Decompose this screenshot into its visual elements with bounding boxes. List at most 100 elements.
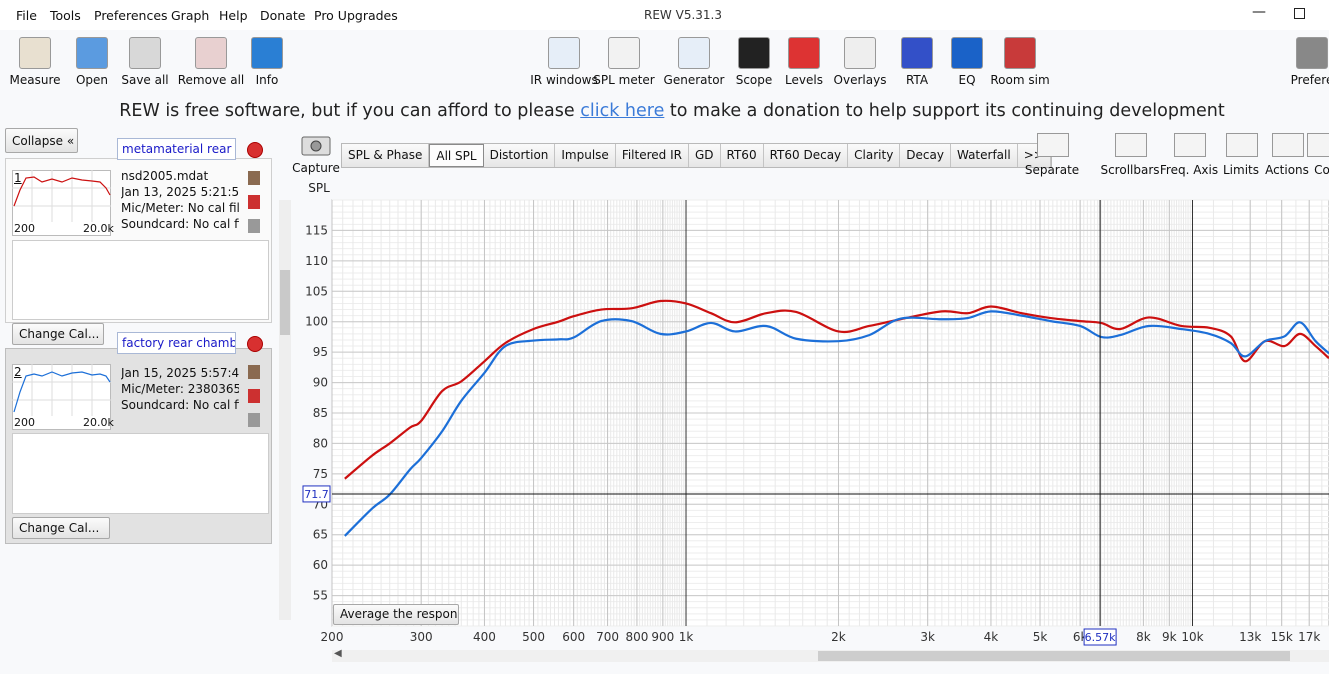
y-tick-label: 110 <box>305 254 328 268</box>
graph-tool-label: Co <box>1314 163 1329 177</box>
capture-label: Capture <box>292 161 340 175</box>
collapse-button[interactable]: Collapse « <box>5 128 78 153</box>
graph-tab[interactable]: Decay <box>900 144 951 167</box>
menu-item[interactable]: Donate <box>260 8 306 23</box>
toolbar-icon[interactable] <box>195 37 227 69</box>
graph-tab[interactable]: Filtered IR <box>616 144 689 167</box>
graph-tool-icon[interactable] <box>1174 133 1206 157</box>
measurement-tool[interactable] <box>248 219 260 233</box>
graph-tab[interactable]: Impulse <box>555 144 616 167</box>
spl-curve <box>344 310 1329 537</box>
y-tick-label: 90 <box>313 376 328 390</box>
donate-link[interactable]: click here <box>580 101 665 121</box>
notes-box[interactable] <box>12 240 269 320</box>
toolbar-icon[interactable] <box>788 37 820 69</box>
menu-item[interactable]: Pro Upgrades <box>314 8 398 23</box>
graph-tool-label: Scrollbars <box>1100 163 1160 177</box>
measurement-tool[interactable] <box>248 413 260 427</box>
measurement-info: Jan 13, 2025 5:21:50 PM <box>121 185 239 199</box>
toolbar-label: Measure <box>9 73 61 87</box>
toolbar-icon[interactable] <box>251 37 283 69</box>
x-tick-label: 15k <box>1271 630 1293 644</box>
x-tick-label: 700 <box>596 630 619 644</box>
cursor-label-box <box>302 485 331 503</box>
thumb-axis-start: 200 <box>14 416 35 429</box>
toolbar-icon[interactable] <box>76 37 108 69</box>
x-tick-label: 500 <box>522 630 545 644</box>
toolbar-icon[interactable] <box>608 37 640 69</box>
menu-item[interactable]: Tools <box>50 8 81 23</box>
graph-tab[interactable]: Clarity <box>848 144 901 167</box>
measurement-tool[interactable] <box>248 389 260 403</box>
toolbar-icon[interactable] <box>738 37 770 69</box>
h-scrollbar-thumb[interactable] <box>818 651 1290 661</box>
scrollbar-thumb[interactable] <box>280 270 290 335</box>
measurement-info: Mic/Meter: No cal file <box>121 201 239 215</box>
toolbar-label: Levels <box>785 73 823 87</box>
average-button[interactable]: Average the responses <box>333 604 459 625</box>
graph-tool-label: Limits <box>1223 163 1259 177</box>
x-tick-label: 600 <box>562 630 585 644</box>
graph-tool-icon[interactable] <box>1226 133 1258 157</box>
menu-item[interactable]: Graph <box>171 8 210 23</box>
toolbar-icon[interactable] <box>19 37 51 69</box>
restore-button[interactable] <box>1294 8 1305 19</box>
measurement-name[interactable]: factory rear chamber <box>117 332 236 354</box>
scroll-left[interactable]: ◀ <box>334 648 342 659</box>
graph-tool-label: Separate <box>1024 163 1080 177</box>
notes-box[interactable] <box>12 433 269 514</box>
graph-tool-icon[interactable] <box>1037 133 1069 157</box>
minimize-button[interactable]: — <box>1252 4 1266 20</box>
toolbar-icon[interactable] <box>548 37 580 69</box>
graph-tool-label: Actions <box>1265 163 1309 177</box>
toolbar-icon[interactable] <box>678 37 710 69</box>
toolbar-icon[interactable] <box>1296 37 1328 69</box>
measurement-tool[interactable] <box>248 365 260 379</box>
y-tick-label: 80 <box>313 436 328 450</box>
toolbar-label: Save all <box>121 73 169 87</box>
toolbar-icon[interactable] <box>901 37 933 69</box>
measurement-number: 2 <box>14 365 22 379</box>
measurement-info: Soundcard: No cal file <box>121 398 239 412</box>
toolbar-label: Overlays <box>833 73 887 87</box>
change-cal-button[interactable]: Change Cal... <box>12 323 104 345</box>
menu-item[interactable]: Help <box>219 8 248 23</box>
graph-tab[interactable]: Waterfall <box>951 144 1018 167</box>
cursor-y-label: 71.7 <box>304 488 329 501</box>
remove-button[interactable] <box>247 336 263 352</box>
menu-item[interactable]: File <box>16 8 37 23</box>
x-tick-label: 400 <box>473 630 496 644</box>
y-axis-label: SPL <box>308 181 330 195</box>
graph-tab[interactable]: Distortion <box>484 144 556 167</box>
measurement-info: nsd2005.mdat <box>121 169 209 183</box>
graph-tab[interactable]: RT60 Decay <box>764 144 849 167</box>
y-tick-label: 105 <box>305 284 328 298</box>
measurement-tool[interactable] <box>248 171 260 185</box>
graph-tool-icon[interactable] <box>1307 133 1329 157</box>
measurement-info: Jan 15, 2025 5:57:42 PM <box>121 366 239 380</box>
measurement-name[interactable]: metamaterial rear ch <box>117 138 236 160</box>
x-tick-label: 800 <box>625 630 648 644</box>
measurement-tool[interactable] <box>248 195 260 209</box>
toolbar-icon[interactable] <box>844 37 876 69</box>
y-tick-label: 85 <box>313 406 328 420</box>
toolbar-icon[interactable] <box>951 37 983 69</box>
graph-tool-icon[interactable] <box>1272 133 1304 157</box>
x-tick-label: 13k <box>1239 630 1261 644</box>
capture-icon[interactable] <box>300 133 332 157</box>
graph-tool-icon[interactable] <box>1115 133 1147 157</box>
y-tick-label: 115 <box>305 223 328 237</box>
toolbar-icon[interactable] <box>1004 37 1036 69</box>
graph-tab[interactable]: SPL & Phase <box>342 144 430 167</box>
toolbar-icon[interactable] <box>129 37 161 69</box>
graph-tab[interactable]: GD <box>689 144 721 167</box>
menu-item[interactable]: Preferences <box>94 8 168 23</box>
x-tick-label: 900 <box>651 630 674 644</box>
measurement-info: Mic/Meter: 2380365.tx <box>121 382 239 396</box>
graph-tab[interactable]: RT60 <box>721 144 764 167</box>
x-tick-label: 10k <box>1181 630 1203 644</box>
change-cal-button[interactable]: Change Cal... <box>12 517 110 539</box>
remove-button[interactable] <box>247 142 263 158</box>
graph-tab[interactable]: All SPL <box>429 144 484 167</box>
